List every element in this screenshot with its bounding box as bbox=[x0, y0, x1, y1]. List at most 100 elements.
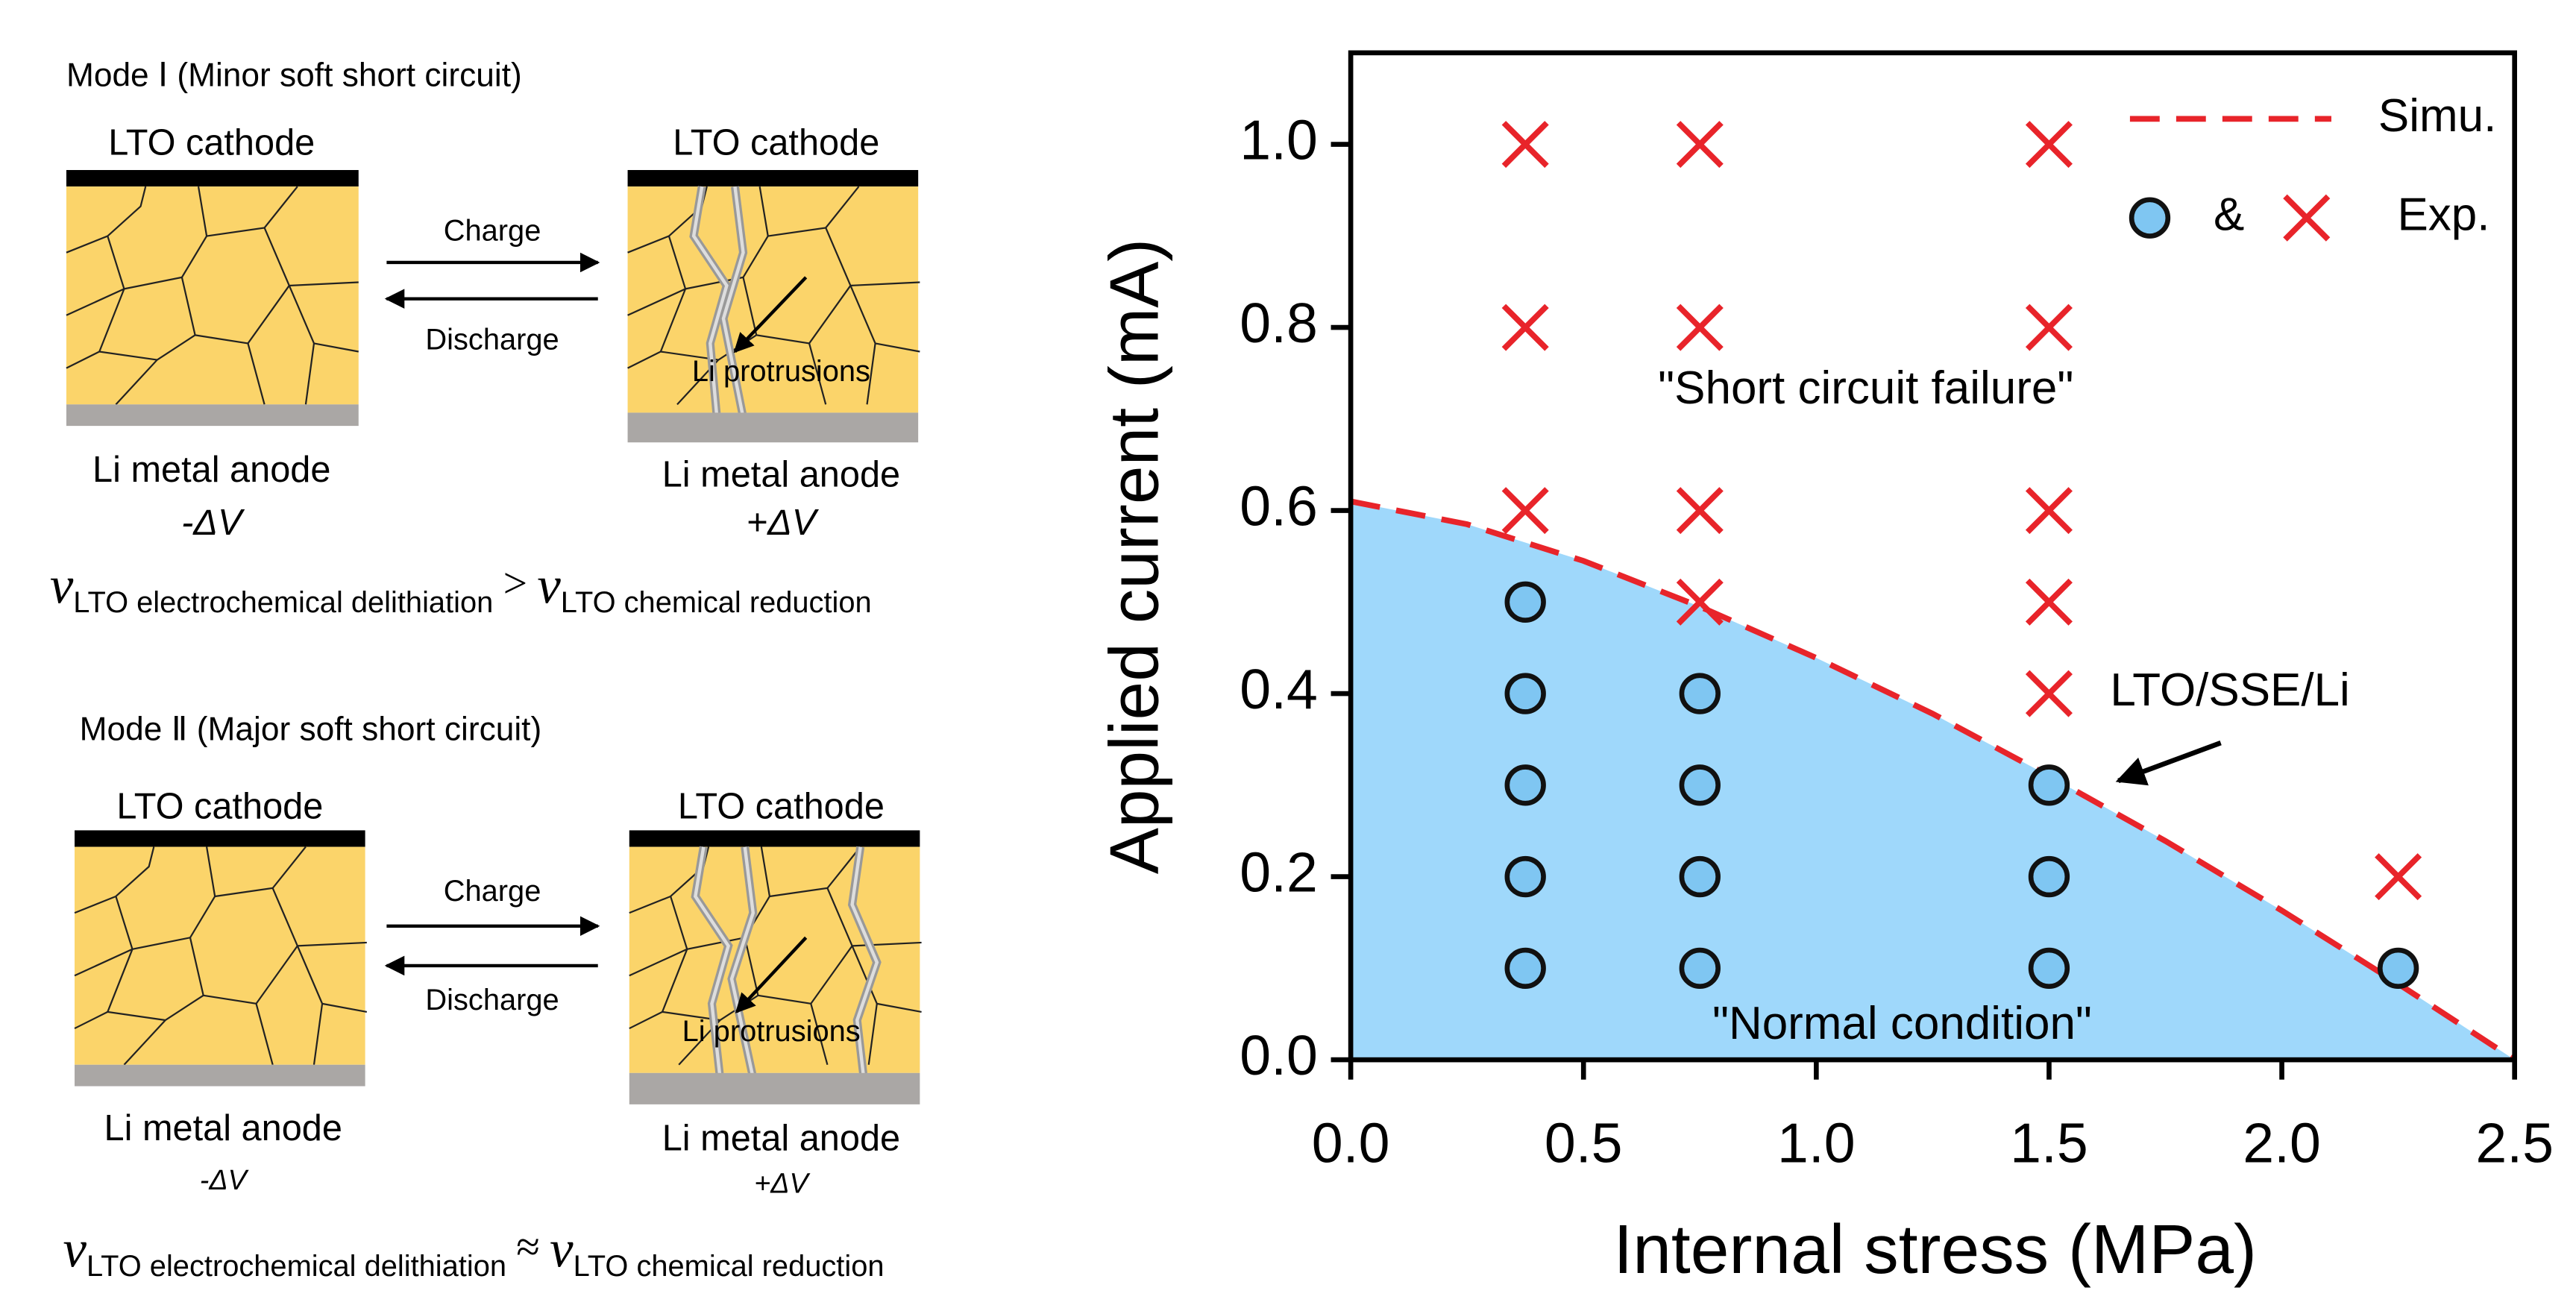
annotation: "Normal condition" bbox=[1712, 998, 2092, 1049]
circle-marker bbox=[1679, 673, 1721, 714]
cross-marker bbox=[1676, 487, 1724, 535]
cross-stroke bbox=[1676, 121, 1724, 169]
mode2-diagram: Mode Ⅱ (Major soft short circuit) LTO ca… bbox=[63, 711, 923, 1283]
circle-marker bbox=[1679, 947, 1721, 990]
cross-marker bbox=[2025, 121, 2073, 169]
discharge-label: Discharge bbox=[425, 984, 559, 1016]
y-tick-label: 0.4 bbox=[1240, 658, 1318, 720]
sse-layer bbox=[627, 186, 919, 413]
cross-stroke bbox=[1501, 487, 1549, 535]
cathode-label: LTO cathode bbox=[673, 123, 879, 163]
circle-marker bbox=[2129, 197, 2171, 239]
anode-bar bbox=[627, 412, 919, 443]
legend-label: Exp. bbox=[2397, 189, 2489, 241]
anode-bar bbox=[66, 404, 359, 427]
circle-marker bbox=[1679, 855, 1721, 898]
voltage-label: -ΔV bbox=[200, 1164, 250, 1195]
cross-marker bbox=[1676, 578, 1724, 626]
charge-label: Charge bbox=[444, 215, 541, 248]
cross-stroke bbox=[1501, 121, 1549, 169]
cross-marker bbox=[1676, 304, 1724, 351]
cross-stroke bbox=[1676, 487, 1724, 535]
cross-stroke bbox=[2025, 578, 2073, 626]
cross-stroke bbox=[1501, 304, 1549, 351]
legend: Simu. Exp. & bbox=[2129, 90, 2496, 242]
discharge-label: Discharge bbox=[425, 324, 559, 356]
mode1-diagram: Mode Ⅰ (Minor soft short circuit) LTO ca… bbox=[50, 57, 921, 619]
cross-marker bbox=[2375, 853, 2422, 901]
circle-marker bbox=[1504, 673, 1546, 714]
cross-stroke bbox=[2025, 487, 2073, 535]
cross-stroke bbox=[2025, 121, 2073, 169]
cathode-bar bbox=[627, 169, 919, 187]
cross-marker bbox=[2283, 194, 2331, 242]
x-tick-label: 1.0 bbox=[1777, 1111, 1856, 1174]
circle-marker bbox=[1504, 581, 1546, 623]
cross-marker bbox=[1501, 304, 1549, 351]
protrusion-label: Li protrusions bbox=[692, 355, 870, 388]
charge-label: Charge bbox=[444, 875, 541, 908]
circle-marker bbox=[2028, 764, 2070, 806]
circle-marker bbox=[2028, 855, 2070, 898]
cross-stroke bbox=[2025, 304, 2073, 351]
protrusion-arrow bbox=[733, 276, 808, 353]
annotation-arrow bbox=[2115, 740, 2222, 786]
legend-joiner: & bbox=[2214, 189, 2244, 241]
cross-marker bbox=[1676, 121, 1724, 169]
anode-bar bbox=[75, 1064, 365, 1087]
circle-marker bbox=[1504, 764, 1546, 806]
cross-marker bbox=[2025, 670, 2073, 717]
anode-label: Li metal anode bbox=[662, 455, 900, 495]
cathode-bar bbox=[75, 830, 365, 847]
anode-label: Li metal anode bbox=[92, 450, 330, 490]
circle-marker bbox=[2028, 947, 2070, 990]
cross-stroke bbox=[2283, 194, 2331, 242]
x-tick-label: 2.0 bbox=[2243, 1111, 2321, 1174]
protrusion-label: Li protrusions bbox=[682, 1015, 861, 1048]
cathode-bar bbox=[629, 830, 920, 847]
y-tick-label: 0.8 bbox=[1240, 292, 1318, 354]
simulation-line bbox=[1350, 498, 2516, 1063]
cross-marker bbox=[2025, 304, 2073, 351]
mode-title: Mode Ⅰ (Minor soft short circuit) bbox=[66, 57, 522, 94]
cathode-bar bbox=[66, 169, 359, 187]
cross-marker bbox=[2025, 578, 2073, 626]
annotation: "Short circuit failure" bbox=[1658, 362, 2073, 414]
x-tick-label: 0.0 bbox=[1312, 1111, 1390, 1174]
equation: vLTO electrochemical delithiation ≈ vLTO c… bbox=[63, 1221, 885, 1283]
y-tick-label: 0.2 bbox=[1240, 840, 1318, 903]
voltage-label: +ΔV bbox=[747, 503, 820, 543]
voltage-label: +ΔV bbox=[754, 1167, 811, 1198]
protrusion-arrow bbox=[735, 936, 808, 1013]
circle-marker bbox=[1504, 947, 1546, 990]
x-tick-label: 0.5 bbox=[1545, 1111, 1623, 1174]
cathode-label: LTO cathode bbox=[108, 123, 315, 163]
anode-label: Li metal anode bbox=[104, 1108, 342, 1148]
y-axis-label: Applied current (mA) bbox=[1095, 239, 1172, 874]
y-tick-label: 0.6 bbox=[1240, 474, 1318, 537]
y-tick-label: 0.0 bbox=[1240, 1024, 1318, 1087]
cross-marker bbox=[2025, 487, 2073, 535]
x-tick-label: 1.5 bbox=[2010, 1111, 2088, 1174]
circle-marker bbox=[1504, 855, 1546, 898]
circle-marker bbox=[2377, 947, 2419, 990]
sse-layer bbox=[75, 846, 365, 1065]
plot-frame bbox=[1348, 50, 2518, 1063]
cross-stroke bbox=[1676, 578, 1724, 626]
chart: 0.0 0.5 1.0 1.5 2.0 2.5 0.0 0.2 0.4 0.6 0.8 1.0 Simu… bbox=[1240, 50, 2554, 1174]
annotation: LTO/SSE/Li bbox=[2110, 664, 2349, 716]
anode-label: Li metal anode bbox=[662, 1118, 900, 1158]
cathode-label: LTO cathode bbox=[116, 787, 323, 827]
cross-marker bbox=[1501, 487, 1549, 535]
x-axis-label: Internal stress (MPa) bbox=[1613, 1210, 2257, 1288]
circle-marker bbox=[1679, 764, 1721, 806]
anode-bar bbox=[629, 1072, 920, 1104]
cross-stroke bbox=[2025, 670, 2073, 717]
y-tick-label: 1.0 bbox=[1240, 108, 1318, 171]
x-tick-label: 2.5 bbox=[2475, 1111, 2554, 1174]
cross-marker bbox=[1501, 121, 1549, 169]
voltage-label: -ΔV bbox=[181, 503, 245, 543]
equation: vLTO electrochemical delithiation > vLTO c… bbox=[50, 557, 872, 619]
cathode-label: LTO cathode bbox=[678, 787, 885, 827]
